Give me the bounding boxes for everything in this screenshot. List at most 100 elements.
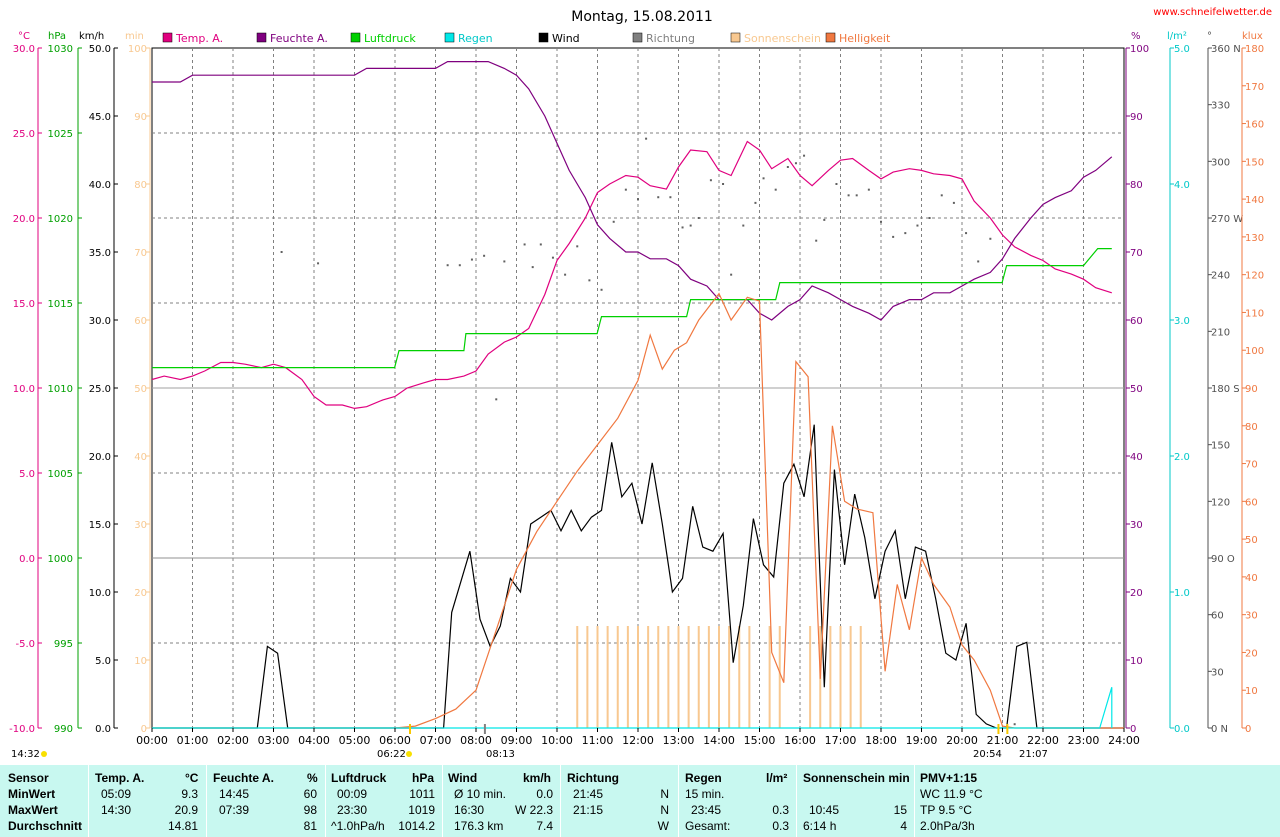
pressure-tick-label: 1005 [48, 469, 73, 480]
direction-point [904, 232, 907, 235]
direction-point [503, 260, 506, 263]
direction-point [495, 398, 498, 401]
pressure-max-value: 1019 [408, 803, 435, 817]
brightness-tick-label: 160 [1245, 120, 1264, 131]
direction-min-value: N [660, 787, 669, 801]
temp-tick-label: 15.0 [13, 299, 35, 310]
direction-point [637, 198, 639, 201]
pressure-avg-value: 1014.2 [398, 819, 435, 833]
pressure-tick-label: 1010 [48, 384, 73, 395]
temp-tick-label: 5.0 [19, 469, 35, 480]
divider [796, 765, 797, 837]
humidity-avg-value: 81 [303, 819, 317, 833]
direction-header: Richtung [567, 771, 619, 785]
direction-point [446, 264, 449, 267]
direction-tick-label: 240 [1211, 271, 1230, 282]
pressure-min-time: 00:09 [337, 787, 368, 801]
x-tick-label: 16:00 [784, 734, 816, 747]
pressure-tick-label: 995 [54, 639, 73, 650]
x-tick-label: 22:00 [1027, 734, 1059, 747]
legend-swatch [632, 32, 643, 43]
sun-axis-unit: min [125, 31, 144, 42]
sun-tick-label: 60 [134, 316, 147, 327]
sun-avg-value: 4 [900, 819, 907, 833]
direction-point [539, 243, 542, 246]
wind-axis-unit: km/h [79, 31, 104, 42]
humidity-tick-label: 30 [1130, 520, 1143, 531]
direction-point [317, 262, 320, 265]
rain-tick-label: 5.0 [1174, 44, 1190, 55]
x-tick-label: 20:00 [946, 734, 978, 747]
sunrise-icon [406, 751, 412, 757]
pressure-tick-label: 990 [54, 724, 73, 735]
humidity-tick-label: 10 [1130, 656, 1143, 667]
temp-unit: °C [185, 771, 199, 785]
x-tick-label: 09:00 [501, 734, 533, 747]
chart-title: Montag, 15.08.2011 [571, 9, 713, 25]
humidity-max-time: 07:39 [219, 803, 250, 817]
x-axis: 00:00 01:00 02:00 03:00 04:00 05:00 06:00 07:00… [136, 724, 1140, 747]
wind-tick-label: 40.0 [89, 180, 111, 191]
rain-interval: 15 min. [685, 787, 725, 801]
temp-avg-value: 14.81 [167, 819, 198, 833]
wind-tick-label: 5.0 [95, 656, 111, 667]
sun-tick-label: 20 [134, 588, 147, 599]
sun-tick-label: 40 [134, 452, 147, 463]
pressure-trend: ^1.0hPa/h [331, 819, 385, 833]
row-label-avg: Durchschnitt [8, 819, 83, 833]
x-tick-label: 14:00 [703, 734, 735, 747]
legend-swatch [162, 32, 173, 43]
x-tick-label: 05:00 [339, 734, 371, 747]
direction-dots [280, 137, 1016, 726]
divider [88, 765, 89, 837]
x-tick-label: 00:00 [136, 734, 168, 747]
direction-tick-label: 30 [1211, 667, 1224, 678]
rain-total-label: Gesamt: [685, 819, 731, 833]
direction-tick-label: 360 N [1211, 44, 1241, 55]
direction-point [612, 220, 615, 223]
series-line-wind [152, 424, 1124, 729]
humidity-unit: % [307, 771, 318, 785]
direction-point [940, 194, 943, 197]
direction-point [794, 162, 797, 165]
humidity-tick-label: 80 [1130, 180, 1143, 191]
direction-point [669, 196, 672, 199]
direction-point [803, 154, 806, 157]
direction-point [855, 194, 858, 197]
brightness-tick-label: 90 [1245, 384, 1258, 395]
website-label[interactable]: www.schneifelwetter.de [1153, 7, 1272, 18]
wind-tick-label: 25.0 [89, 384, 111, 395]
direction-point [280, 251, 283, 253]
temp-min-time: 05:09 [101, 787, 132, 801]
rain-tick-label: 4.0 [1174, 180, 1190, 191]
x-tick-label: 04:00 [298, 734, 330, 747]
pressure-axis-unit: hPa [48, 31, 66, 42]
direction-point [531, 266, 534, 269]
x-tick-label: 06:00 [379, 734, 411, 747]
humidity-min-time: 14:45 [219, 787, 250, 801]
legend-label: Regen [458, 32, 493, 45]
direction-tick-label: 150 [1211, 441, 1230, 452]
brightness-tick-label: 80 [1245, 422, 1258, 433]
pressure-tendency-value: 2.0hPa/3h [920, 819, 975, 833]
pressure-unit: hPa [412, 771, 435, 785]
brightness-tick-label: 60 [1245, 497, 1258, 508]
direction-point [1013, 723, 1016, 726]
sun-max-value: 15 [893, 803, 907, 817]
direction-tick-label: 90 O [1211, 554, 1235, 565]
x-tick-label: 23:00 [1068, 734, 1100, 747]
direction-point [600, 288, 603, 291]
series-line-feuchte-a [152, 60, 1113, 321]
humidity-tick-label: 90 [1130, 112, 1143, 123]
brightness-tick-label: 10 [1245, 686, 1258, 697]
series-line-helligkeit [152, 292, 1124, 729]
x-tick-label: 17:00 [825, 734, 857, 747]
legend-label: Helligkeit [839, 32, 891, 45]
temp-tick-label: 10.0 [13, 384, 35, 395]
x-tick-label: 13:00 [663, 734, 695, 747]
direction-point [965, 232, 968, 235]
rain-max-time: 23:45 [691, 803, 722, 817]
wind-max-value: W 22.3 [514, 803, 553, 817]
series-line-regen [152, 687, 1113, 729]
x-tick-label: 03:00 [258, 734, 290, 747]
